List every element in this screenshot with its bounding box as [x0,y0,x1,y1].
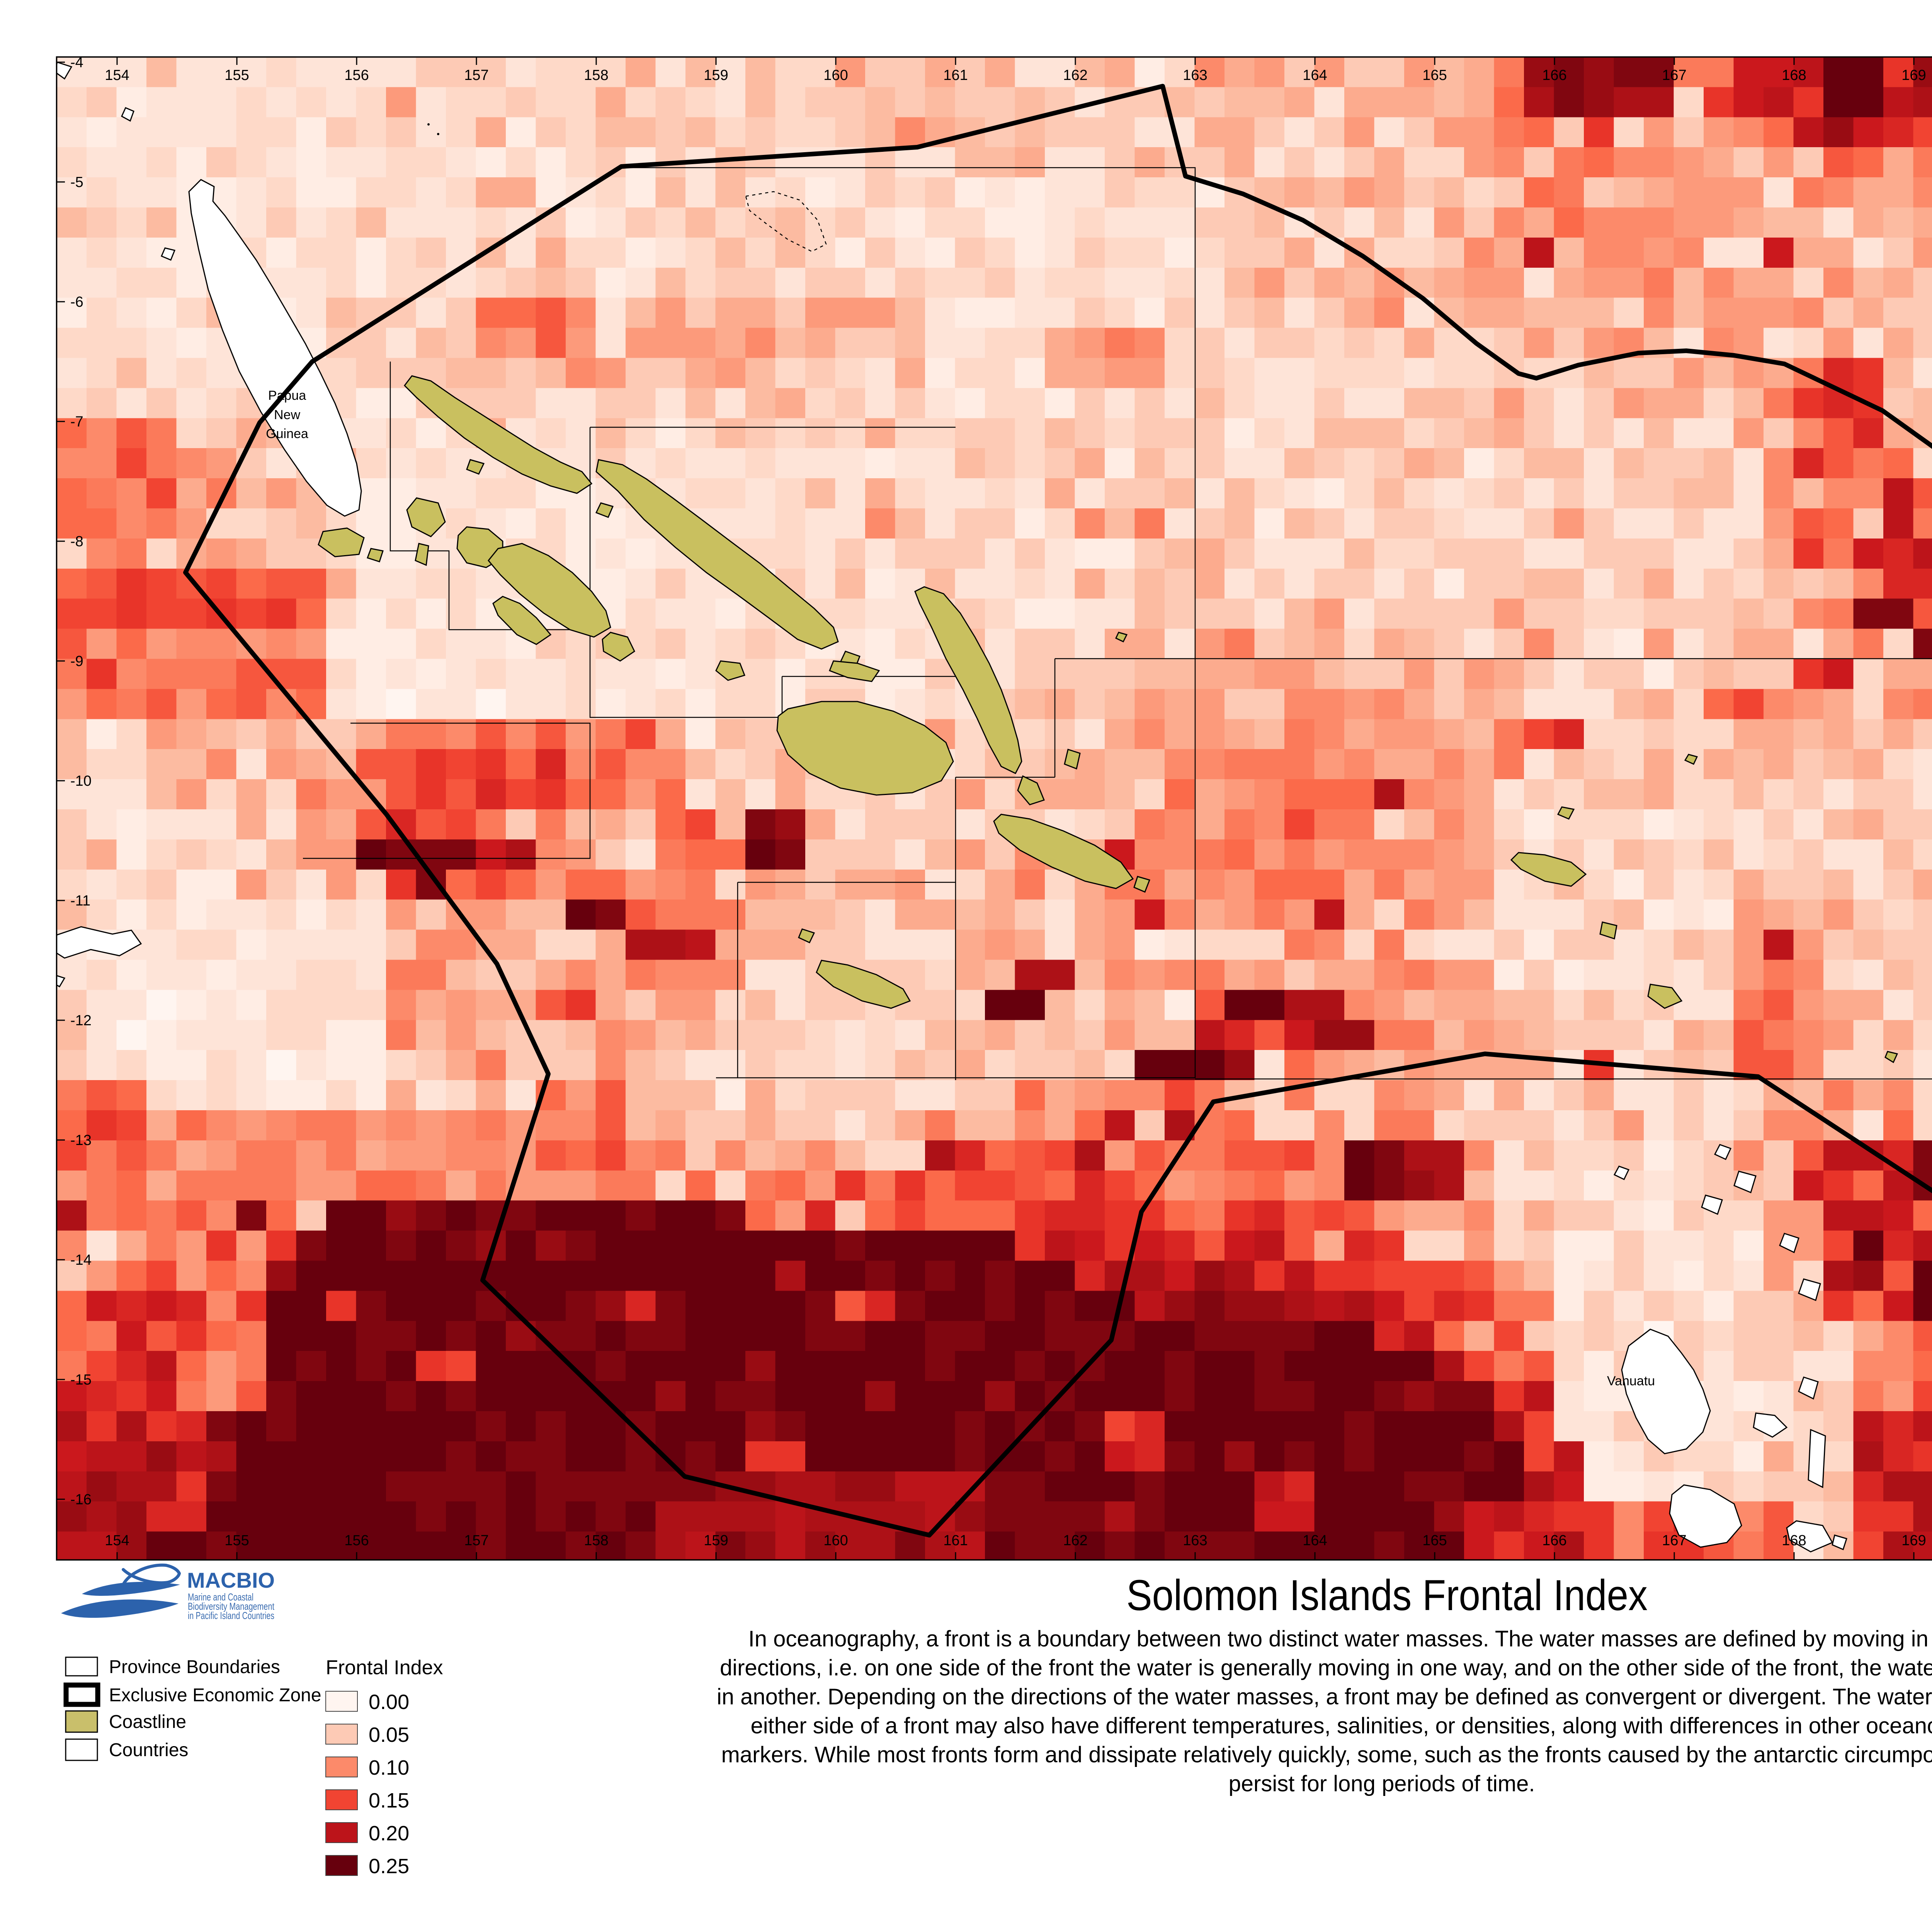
svg-text:0.25: 0.25 [369,1855,409,1878]
svg-text:161: 161 [943,67,968,83]
svg-text:157: 157 [464,67,488,83]
svg-text:158: 158 [584,1532,608,1549]
svg-text:-14: -14 [70,1252,92,1268]
svg-text:162: 162 [1063,67,1087,83]
svg-text:166: 166 [1542,67,1566,83]
svg-text:166: 166 [1542,1532,1566,1549]
svg-text:-6: -6 [70,294,83,310]
svg-text:-13: -13 [70,1132,92,1148]
svg-text:-8: -8 [70,533,83,550]
svg-text:156: 156 [344,1532,369,1549]
svg-text:162: 162 [1063,1532,1087,1549]
svg-text:persist for long periods of ti: persist for long periods of time. [1228,1771,1535,1796]
svg-text:155: 155 [224,67,249,83]
svg-text:158: 158 [584,67,608,83]
svg-text:-15: -15 [70,1372,92,1388]
svg-text:0.20: 0.20 [369,1822,409,1845]
svg-text:-4: -4 [70,54,83,71]
svg-text:-12: -12 [70,1013,92,1029]
svg-text:in Pacific Island Countries: in Pacific Island Countries [188,1610,274,1621]
svg-text:167: 167 [1662,67,1686,83]
svg-text:159: 159 [704,67,728,83]
svg-text:160: 160 [823,67,848,83]
svg-text:168: 168 [1782,67,1806,83]
svg-text:-16: -16 [70,1492,92,1508]
svg-text:161: 161 [943,1532,968,1549]
svg-text:In oceanography, a front is a: In oceanography, a front is a boundary b… [748,1626,1932,1651]
svg-text:-10: -10 [70,773,92,789]
svg-text:156: 156 [344,67,369,83]
svg-text:0.00: 0.00 [369,1690,409,1714]
svg-text:164: 164 [1303,1532,1327,1549]
svg-text:165: 165 [1422,67,1447,83]
svg-text:165: 165 [1422,1532,1447,1549]
svg-text:directions, i.e. on one side o: directions, i.e. on one side of the fron… [720,1655,1932,1680]
svg-text:155: 155 [224,1532,249,1549]
svg-text:Exclusive Economic Zone: Exclusive Economic Zone [109,1685,321,1706]
svg-text:168: 168 [1782,1532,1806,1549]
svg-text:0.10: 0.10 [369,1756,409,1779]
svg-text:Countries: Countries [109,1740,188,1760]
svg-text:Papua: Papua [268,388,306,403]
svg-text:154: 154 [105,1532,129,1549]
svg-text:Vanuatu: Vanuatu [1607,1374,1655,1388]
svg-text:163: 163 [1183,1532,1207,1549]
svg-text:Solomon Islands Frontal Index: Solomon Islands Frontal Index [1126,1571,1648,1619]
svg-text:0.05: 0.05 [369,1723,409,1746]
svg-text:in another. Depending on the d: in another. Depending on the directions … [717,1684,1932,1709]
svg-text:167: 167 [1662,1532,1686,1549]
svg-text:169: 169 [1901,67,1926,83]
svg-text:Province Boundaries: Province Boundaries [109,1657,280,1677]
svg-text:-5: -5 [70,174,83,190]
svg-text:MACBIO: MACBIO [187,1568,275,1592]
svg-text:157: 157 [464,1532,488,1549]
svg-text:169: 169 [1901,1532,1926,1549]
svg-text:either side of a front may als: either side of a front may also have dif… [750,1713,1932,1738]
svg-text:Frontal Index: Frontal Index [326,1656,443,1679]
svg-text:-9: -9 [70,653,83,669]
svg-text:0.15: 0.15 [369,1789,409,1812]
svg-text:164: 164 [1303,67,1327,83]
svg-text:160: 160 [823,1532,848,1549]
svg-text:markers. While most fronts for: markers. While most fronts form and diss… [721,1742,1932,1767]
svg-text:Guinea: Guinea [266,426,308,441]
svg-text:-7: -7 [70,414,83,430]
svg-text:New: New [274,408,300,422]
svg-text:163: 163 [1183,67,1207,83]
svg-text:154: 154 [105,67,129,83]
svg-text:159: 159 [704,1532,728,1549]
svg-text:Coastline: Coastline [109,1712,186,1732]
svg-text:-11: -11 [70,893,90,909]
